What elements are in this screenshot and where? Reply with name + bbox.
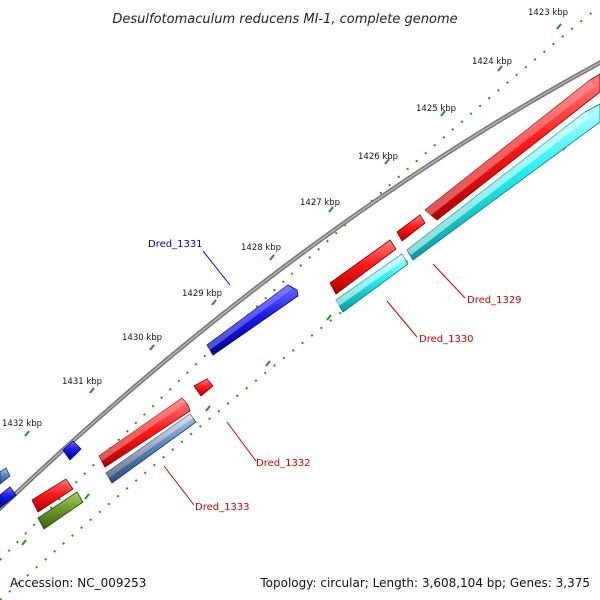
kbp-label: 1430 kbp xyxy=(122,333,162,343)
accession-label: Accession: NC_009253 xyxy=(10,576,147,590)
kbp-label: 1427 kbp xyxy=(300,198,340,208)
kbp-label: 1428 kbp xyxy=(241,243,281,253)
callout-line-dred-1330 xyxy=(386,300,418,338)
kbp-label: 1424 kbp xyxy=(472,57,512,67)
gene-red-lower-left[interactable] xyxy=(31,478,74,513)
gene-dred-1330-reverse[interactable] xyxy=(335,253,409,313)
gene-dred-1329-forward[interactable] xyxy=(424,73,600,221)
gene-olive-lower-left[interactable] xyxy=(37,491,84,530)
genome-stats-label: Topology: circular; Length: 3,608,104 bp… xyxy=(260,576,590,590)
gene-dred-1331[interactable] xyxy=(206,284,299,356)
gene-dred-1333[interactable] xyxy=(105,413,197,484)
gene-label-dred-1331: Dred_1331 xyxy=(148,239,203,250)
kbp-label: 1425 kbp xyxy=(416,104,456,114)
gene-red-small-forward[interactable] xyxy=(396,214,426,242)
inner-ruler xyxy=(0,119,600,600)
outer-ruler xyxy=(0,9,596,561)
kbp-labels: 1423 kbp 1424 kbp 1425 kbp 1426 kbp 1427… xyxy=(2,8,568,429)
callout-line-dred-1331 xyxy=(202,250,231,286)
outer-major-ticks xyxy=(24,23,562,437)
gene-dred-1329-reverse[interactable] xyxy=(406,103,600,261)
gene-label-dred-1333: Dred_1333 xyxy=(195,502,250,513)
gene-red-forward-1330[interactable] xyxy=(329,239,397,295)
gene-blue-small[interactable] xyxy=(62,440,82,461)
genome-backbone xyxy=(0,60,600,512)
kbp-label: 1431 kbp xyxy=(62,377,102,387)
gene-red-small[interactable] xyxy=(193,378,214,397)
gene-dred-1332[interactable] xyxy=(98,397,191,468)
genome-backbone-highlight xyxy=(0,61,600,510)
gene-label-dred-1329: Dred_1329 xyxy=(467,295,522,306)
gene-blue-edge[interactable] xyxy=(0,486,17,509)
gene-label-dred-1332: Dred_1332 xyxy=(256,458,311,469)
gene-label-dred-1330: Dred_1330 xyxy=(419,334,474,345)
map-title: Desulfotomaculum reducens MI-1, complete… xyxy=(112,12,457,27)
gene-steel-edge[interactable] xyxy=(0,467,11,485)
callout-line-dred-1332 xyxy=(226,421,257,462)
kbp-label: 1432 kbp xyxy=(2,419,42,429)
callout-line-dred-1333 xyxy=(163,465,195,506)
kbp-label: 1429 kbp xyxy=(182,289,222,299)
kbp-label: 1423 kbp xyxy=(528,8,568,18)
kbp-label: 1426 kbp xyxy=(358,152,398,162)
callout-line-dred-1329 xyxy=(432,263,466,299)
